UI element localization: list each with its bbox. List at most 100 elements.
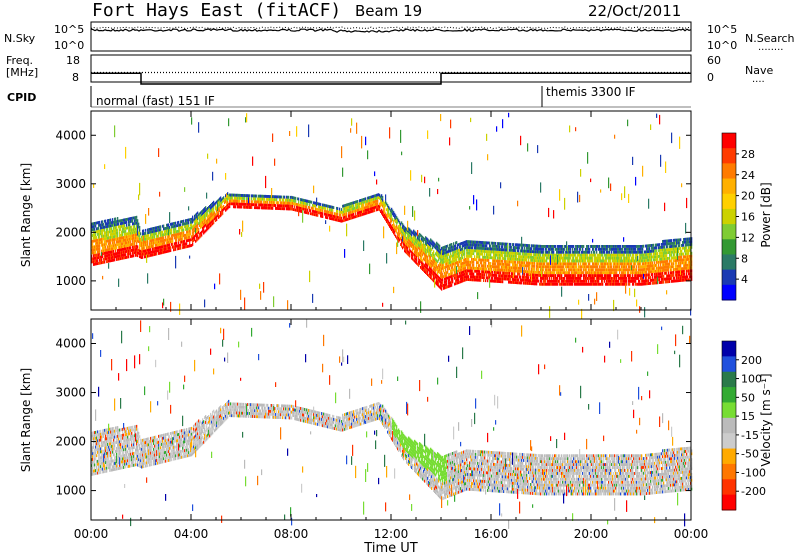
range-gate-cell xyxy=(515,249,517,252)
range-gate-cell xyxy=(175,239,177,242)
scatter-echo xyxy=(163,298,165,306)
range-gate-cell xyxy=(456,258,458,262)
range-gate-cell xyxy=(168,249,170,253)
range-gate-cell xyxy=(151,250,153,254)
range-gate-cell xyxy=(593,268,595,272)
scatter-echo xyxy=(195,228,197,234)
range-gate-cell xyxy=(447,256,449,260)
range-gate-cell xyxy=(562,245,564,248)
scatter-echo xyxy=(500,182,502,189)
range-gate-cell xyxy=(478,261,480,265)
range-gate-cell xyxy=(176,233,178,236)
range-gate-cell xyxy=(160,242,162,246)
freq-right-tick-top: 60 xyxy=(707,54,721,67)
range-gate-cell xyxy=(137,245,139,249)
range-gate-cell xyxy=(132,251,134,255)
range-gate-cell xyxy=(99,229,101,233)
range-gate-cell xyxy=(120,219,122,223)
range-gate-cell xyxy=(106,251,108,255)
range-gate-cell xyxy=(135,221,137,225)
range-gate-cell xyxy=(205,217,207,221)
scatter-echo xyxy=(242,220,244,232)
noise-left-tick-top: 10^5 xyxy=(54,23,84,36)
range-gate-cell xyxy=(112,232,114,236)
range-gate-cell xyxy=(100,229,102,233)
range-gate-cell xyxy=(103,260,105,264)
range-gate-cell xyxy=(162,242,164,246)
range-gate-cell xyxy=(112,244,114,248)
range-gate-cell xyxy=(163,239,165,242)
range-gate-cell xyxy=(189,235,191,239)
range-gate-cell xyxy=(195,239,197,243)
range-gate-cell xyxy=(167,226,169,230)
range-gate-cell xyxy=(174,221,176,225)
range-gate-cell xyxy=(109,256,111,260)
range-gate-cell xyxy=(178,232,180,236)
range-gate-cell xyxy=(107,225,109,228)
range-gate-cell xyxy=(205,209,207,212)
range-gate-cell xyxy=(384,207,386,211)
range-gate-cell xyxy=(540,253,542,257)
range-gate-cell xyxy=(200,211,202,215)
scatter-echo xyxy=(168,227,170,236)
range-gate-cell xyxy=(186,233,188,237)
range-gate-cell xyxy=(470,263,472,267)
scatter-echo xyxy=(476,199,478,211)
range-gate-cell xyxy=(178,226,180,230)
range-gate-cell xyxy=(180,243,182,247)
range-gate-cell xyxy=(161,236,163,240)
range-gate-cell xyxy=(116,258,118,261)
cpid-segment-2: themis 3300 IF xyxy=(546,85,636,99)
range-gate-cell xyxy=(150,248,152,251)
range-gate-cell xyxy=(311,200,313,204)
scatter-echo xyxy=(477,292,479,300)
range-gate-cell xyxy=(106,225,108,229)
range-gate-cell xyxy=(207,215,209,219)
range-gate-cell xyxy=(130,237,132,241)
range-gate-cell xyxy=(95,242,97,246)
range-gate-cell xyxy=(125,221,127,224)
range-gate-cell xyxy=(112,218,114,221)
range-gate-cell xyxy=(132,248,134,252)
scatter-echo xyxy=(241,232,243,237)
range-gate-cell xyxy=(118,222,120,226)
range-gate-cell xyxy=(167,232,169,236)
range-gate-cell xyxy=(211,211,213,215)
range-gate-cell xyxy=(114,255,116,259)
scatter-echo xyxy=(548,207,550,218)
range-gate-cell xyxy=(152,230,154,234)
freq-right-label: Nave xyxy=(745,64,773,77)
scatter-echo xyxy=(342,167,344,177)
range-gate-cell xyxy=(175,221,177,225)
range-gate-cell xyxy=(181,228,183,232)
range-gate-cell xyxy=(192,243,194,246)
range-gate-cell xyxy=(139,246,141,250)
range-gate-cell xyxy=(513,243,515,246)
range-gate-cell xyxy=(173,228,175,231)
range-gate-cell xyxy=(96,256,98,260)
range-gate-cell xyxy=(308,211,310,215)
range-gate-cell xyxy=(132,222,134,226)
range-gate-cell xyxy=(108,233,110,237)
range-gate-cell xyxy=(186,245,188,249)
range-gate-cell xyxy=(195,213,197,217)
range-gate-cell xyxy=(165,244,167,248)
range-gate-cell xyxy=(209,225,211,229)
range-gate-cell xyxy=(599,245,601,248)
range-gate-cell xyxy=(158,234,160,238)
range-gate-cell xyxy=(93,263,95,266)
range-gate-cell xyxy=(120,228,122,231)
range-gate-cell xyxy=(103,234,105,238)
range-gate-cell xyxy=(170,237,172,241)
scatter-echo xyxy=(363,240,365,251)
range-gate-cell xyxy=(102,255,104,259)
range-gate-cell xyxy=(189,244,191,248)
range-gate-cell xyxy=(98,241,100,245)
range-gate-cell xyxy=(377,202,379,206)
range-gate-cell xyxy=(151,253,153,257)
range-gate-cell xyxy=(191,238,193,242)
range-gate-cell xyxy=(152,233,154,236)
range-gate-cell xyxy=(267,200,269,204)
range-gate-cell xyxy=(95,256,97,260)
range-gate-cell xyxy=(203,217,205,220)
